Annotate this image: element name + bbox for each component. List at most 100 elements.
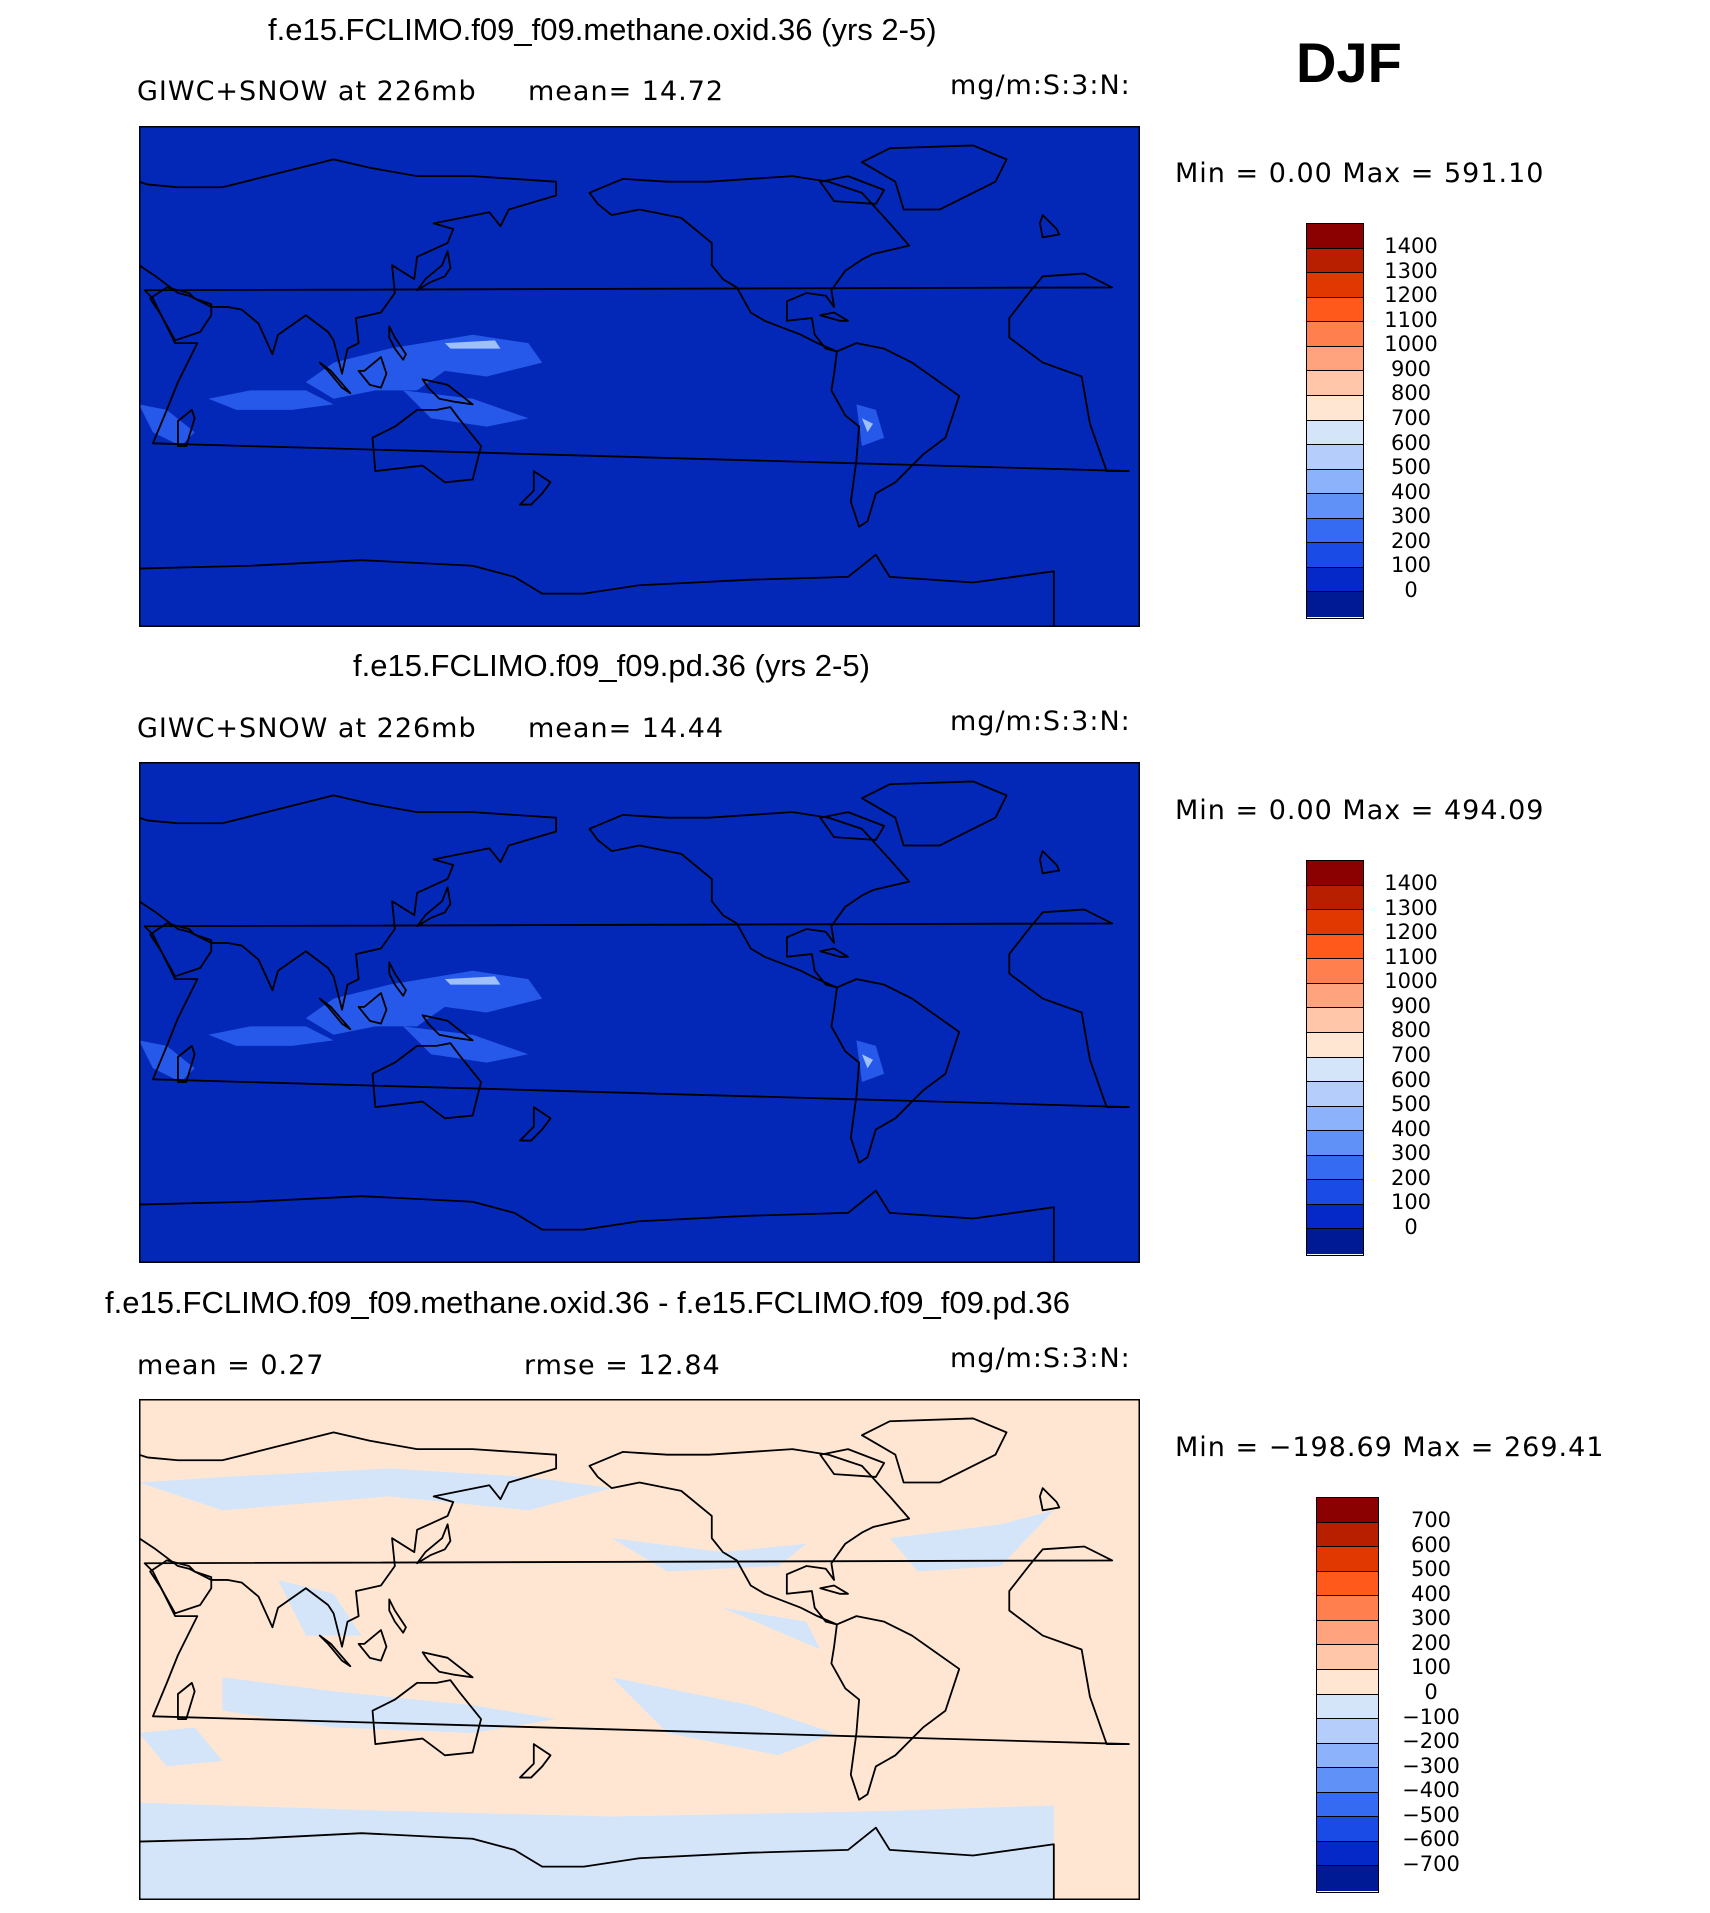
coastline-sumatra <box>318 361 352 395</box>
negative-region <box>611 1538 807 1572</box>
map-frame <box>139 1399 1140 1900</box>
colorbar-cell <box>1307 934 1363 960</box>
peak-value-region <box>444 340 501 349</box>
colorbar-cell <box>1307 273 1363 298</box>
colorbar-cell <box>1317 1841 1378 1867</box>
coastline-baffin <box>819 811 886 841</box>
coastline-sumatra <box>318 997 352 1031</box>
coastline-uk <box>1038 850 1061 875</box>
colorbar-tick-label: 1200 <box>1384 920 1438 945</box>
colorbar-cell <box>1307 395 1363 421</box>
colorbar-cell <box>1307 445 1363 470</box>
colorbar-cell <box>1307 1204 1363 1230</box>
colorbar-cell <box>1307 567 1363 593</box>
colorbar-cell <box>1307 1155 1363 1181</box>
coastline-philippines <box>388 1598 407 1634</box>
coastline-greenland <box>861 144 1008 211</box>
coastline-newzealand <box>519 1743 552 1779</box>
colorbar-cell <box>1307 469 1363 495</box>
colorbar-cell <box>1307 1131 1363 1156</box>
colorbar-tick-label: 600 <box>1390 1067 1432 1092</box>
colorbar-cell <box>1307 959 1363 984</box>
colorbar-cell <box>1307 1229 1363 1254</box>
colorbar-tick-label: 1000 <box>1384 969 1438 994</box>
colorbar-tick-label: 100 <box>1390 1190 1432 1215</box>
colorbar-tick-label: 1000 <box>1384 332 1438 357</box>
colorbar-tick-label: −600 <box>1402 1827 1460 1852</box>
panel2-field-label: GIWC+SNOW at 226mb <box>137 713 477 744</box>
colorbar-tick-label: 900 <box>1390 993 1432 1018</box>
coastline-madagascar <box>177 1044 196 1083</box>
coastline-antarctica <box>139 1826 1055 1900</box>
negative-region <box>139 1802 1054 1900</box>
coastline-borneo <box>357 356 388 389</box>
coastline-borneo <box>357 992 388 1025</box>
map-frame <box>139 762 1140 1263</box>
coastline-antarctica <box>139 553 1055 627</box>
colorbar-tick-label: 500 <box>1410 1557 1452 1582</box>
coastline-africa <box>143 272 1130 472</box>
colorbar-tick-label: 100 <box>1410 1655 1452 1680</box>
colorbar-cell <box>1307 322 1363 347</box>
panel3-map <box>139 1399 1140 1900</box>
colorbar-cell <box>1307 371 1363 396</box>
coastline-uk <box>1038 214 1061 239</box>
colorbar-tick-label: 300 <box>1390 1141 1432 1166</box>
colorbar-cell <box>1307 1032 1363 1058</box>
coastline-baffin <box>819 175 886 205</box>
colorbar-cell <box>1317 1620 1378 1646</box>
colorbar-tick-label: 500 <box>1390 1092 1432 1117</box>
map-background <box>139 762 1140 1263</box>
colorbar-tick-label: 200 <box>1390 1165 1432 1190</box>
colorbar-cell <box>1317 1571 1378 1597</box>
colorbar-tick-label: 0 <box>1424 1679 1438 1704</box>
colorbar-tick-label: 700 <box>1390 1042 1432 1067</box>
colorbar-cell <box>1317 1498 1378 1523</box>
negative-region <box>139 1468 612 1511</box>
colorbar-tick-label: 200 <box>1410 1630 1452 1655</box>
panel1-map <box>139 126 1140 627</box>
colorbar-tick-label: 500 <box>1390 455 1432 480</box>
coastline-newzealand <box>519 1106 552 1142</box>
panel3-rmse-label: rmse = 12.84 <box>524 1350 721 1381</box>
coastline-japan <box>416 886 452 928</box>
colorbar-cell <box>1307 983 1363 1009</box>
colorbar-cell <box>1317 1669 1378 1695</box>
coastline-newzealand <box>519 470 552 506</box>
colorbar-cell <box>1307 1008 1363 1033</box>
colorbar-tick-label: 0 <box>1404 1214 1418 1239</box>
colorbar-cell <box>1307 297 1363 323</box>
colorbar-tick-label: 1400 <box>1384 234 1438 258</box>
colorbar-cell <box>1317 1817 1378 1842</box>
colorbar-tick-label: 0 <box>1404 577 1418 602</box>
colorbar-cell <box>1307 910 1363 935</box>
panel1-minmax: Min = 0.00 Max = 591.10 <box>1175 158 1545 189</box>
coastline-australia <box>371 1679 482 1757</box>
colorbar-cell <box>1307 248 1363 274</box>
panel2-colorbar <box>1306 860 1364 1256</box>
colorbar-tick-label: 1400 <box>1384 871 1438 895</box>
panel1-field-label: GIWC+SNOW at 226mb <box>137 76 477 107</box>
negative-region <box>139 1727 223 1767</box>
colorbar-tick-label: 1200 <box>1384 283 1438 308</box>
coastline-cuba <box>819 311 849 322</box>
coastline-arabia <box>149 286 213 342</box>
coastline-newguinea <box>421 1014 474 1042</box>
coastline-newguinea <box>421 378 474 406</box>
colorbar-tick-label: −700 <box>1402 1851 1460 1876</box>
colorbar-cell <box>1307 494 1363 519</box>
panel2-minmax: Min = 0.00 Max = 494.09 <box>1175 795 1545 826</box>
colorbar-tick-label: 300 <box>1410 1606 1452 1631</box>
coastline-baffin <box>819 1448 886 1478</box>
coastline-japan <box>416 250 452 292</box>
coastline-madagascar <box>177 1681 196 1720</box>
colorbar-tick-label: −500 <box>1402 1802 1460 1827</box>
panel3-units: mg/m:S:3:N: <box>950 1343 1131 1374</box>
colorbar-cell <box>1307 543 1363 568</box>
peak-value-region <box>861 1054 874 1069</box>
colorbar-tick-label: 600 <box>1410 1532 1452 1557</box>
colorbar-cell <box>1317 1792 1378 1818</box>
colorbar-cell <box>1307 1180 1363 1205</box>
colorbar-tick-label: 700 <box>1410 1508 1452 1532</box>
high-value-region <box>208 390 334 410</box>
